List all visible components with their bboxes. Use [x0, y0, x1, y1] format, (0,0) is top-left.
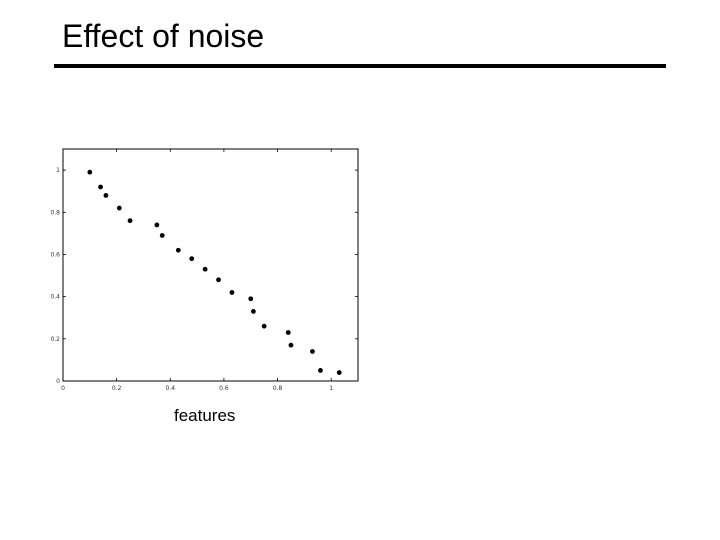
- data-point: [159, 233, 165, 238]
- y-tick-label: 0: [56, 378, 60, 385]
- features-label: features: [174, 406, 236, 425]
- data-point: [202, 266, 208, 272]
- y-tick-label: 0.8: [50, 209, 60, 216]
- x-tick-label: 0.8: [273, 385, 283, 392]
- data-point: [261, 323, 267, 329]
- axis-ticks: 0 0.2 0.4 0.6 0.8 1 0 0.2 0.4 0.6 0.8 1: [50, 149, 358, 392]
- data-point: [310, 349, 315, 354]
- data-point: [229, 290, 235, 295]
- data-point: [175, 247, 181, 253]
- data-point: [285, 330, 291, 335]
- data-point: [103, 193, 109, 198]
- data-point: [318, 368, 323, 373]
- data-point: [116, 205, 122, 211]
- data-point: [127, 218, 133, 224]
- data-point: [248, 296, 254, 302]
- data-point: [288, 342, 294, 348]
- data-point: [189, 256, 195, 262]
- data-point: [98, 184, 103, 190]
- data-points: [87, 169, 342, 375]
- title-underline: [54, 64, 666, 68]
- x-tick-label: 1: [329, 385, 333, 392]
- slide-title: Effect of noise: [62, 18, 265, 54]
- x-tick-label: 0.6: [219, 385, 229, 392]
- y-tick-label: 0.2: [50, 336, 60, 343]
- data-point: [251, 309, 256, 314]
- y-tick-label: 1: [56, 167, 60, 174]
- data-point: [87, 169, 93, 175]
- y-tick-label: 0.4: [50, 294, 60, 301]
- plot-frame: [62, 148, 359, 382]
- data-point: [154, 222, 160, 228]
- data-point: [336, 370, 342, 375]
- y-tick-label: 0.6: [50, 251, 60, 258]
- x-tick-label: 0.4: [165, 385, 175, 392]
- x-tick-label: 0.2: [112, 385, 122, 392]
- data-point: [216, 277, 221, 283]
- x-tick-label: 0: [61, 385, 65, 392]
